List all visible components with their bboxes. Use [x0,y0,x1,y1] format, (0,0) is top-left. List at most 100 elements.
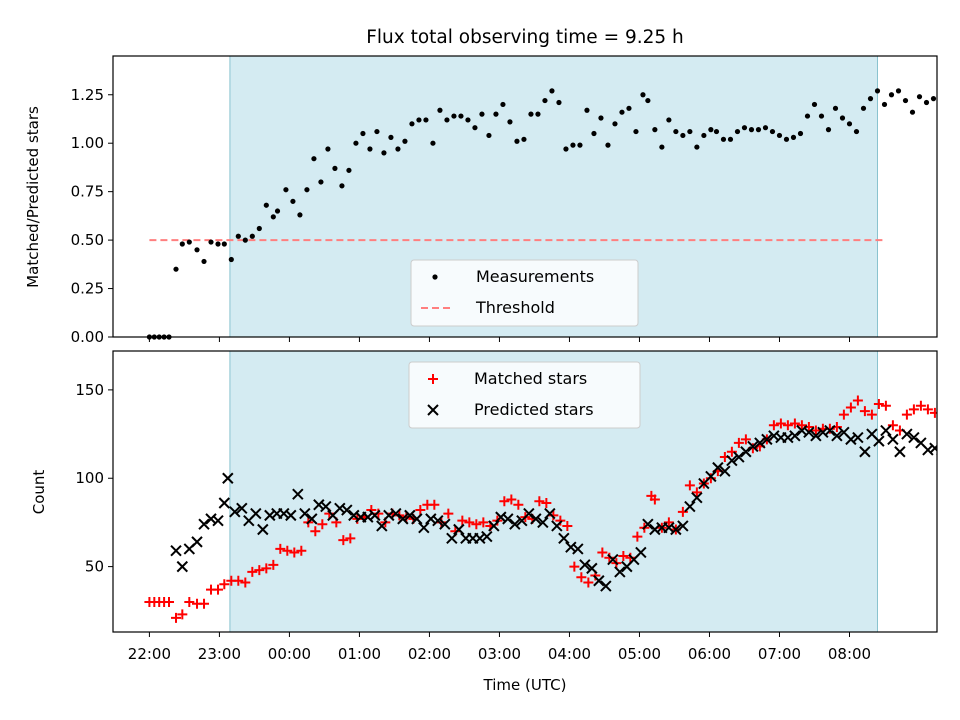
measurement-point [839,115,846,121]
legend-box [410,259,639,327]
predicted-point [768,430,780,442]
predicted-point [369,509,381,522]
predicted-point [341,504,353,516]
legend-label: Predicted stars [474,400,594,419]
matched-point [810,425,821,436]
matched-point [677,506,688,517]
measurement-point [701,132,707,139]
matched-point [345,533,356,544]
y-tick-label: 1.25 [71,86,104,104]
predicted-point [229,506,241,518]
axes-frame [112,55,938,338]
matched-point [951,376,960,386]
measurement-point [846,121,853,127]
matched-point [632,531,643,542]
chart-title: Flux total observing time = 9.25 h [366,27,684,48]
matched-point [775,418,786,429]
predicted-point [537,516,549,529]
measurement-point [228,256,234,263]
measurement-point [367,146,373,152]
measurement-point [881,101,888,108]
axes-frame [112,350,938,633]
matched-point [740,434,751,445]
legend-top: Measurements Threshold [410,259,639,327]
predicted-point [544,507,556,520]
matched-point [562,520,573,531]
y-tick-label: 0.00 [71,328,104,346]
measurement-point [584,107,590,113]
predicted-point [205,513,217,525]
predicted-point [334,502,346,514]
predicted-point [425,513,437,525]
matched-point [838,409,849,420]
measurement-point [741,125,748,131]
predicted-point [880,424,892,437]
predicted-point [677,520,689,532]
measurement-point [951,69,956,74]
measurement-point [902,97,909,104]
predicted-point [439,518,451,530]
matched-point [478,517,489,528]
measurement-point [514,138,520,144]
matched-point [604,552,615,563]
measurement-point [755,127,762,133]
measurement-point [249,233,255,239]
measurement-point [388,134,394,140]
y-tick-label: 0.25 [71,280,104,298]
x-tick-label: 02:00 [408,645,451,663]
predicted-point [292,488,304,500]
measurement-point [353,140,359,146]
x-tick-label: 22:00 [128,645,171,663]
y-tick-label: 1.00 [71,134,104,152]
measurement-point [811,101,818,108]
predicted-point [803,426,815,439]
measurement-point [640,92,646,98]
measurement-point [687,128,693,135]
measurement-point [472,125,478,131]
data-layer [146,69,956,340]
matched-point [944,383,954,393]
measurement-point [395,146,401,152]
predicted-point [390,507,402,520]
measurement-point [563,146,569,152]
predicted-point [754,437,766,449]
matched-point [705,473,716,484]
predicted-point [558,532,570,545]
matched-point [401,512,412,523]
legend-label: Measurements [476,267,594,286]
matched-point [908,404,919,415]
measurement-point [895,88,902,94]
matched-point [866,409,877,420]
predicted-point [684,500,696,513]
legend-bottom: Matched stars Predicted stars [408,361,641,429]
predicted-point [306,513,318,525]
y-tick-label: 150 [75,381,104,399]
predicted-point [691,491,703,504]
matched-point [684,480,695,491]
predicted-point [635,546,647,559]
measurement-point [727,136,734,142]
measurement-point [325,146,331,152]
measurement-point [666,117,672,123]
measurement-point [860,105,867,111]
x-tick-label: 05:00 [618,645,661,663]
matched-point [275,543,286,554]
predicted-point [579,559,591,571]
predicted-point [397,513,409,525]
predicted-point [740,446,752,458]
measurement-point [430,140,436,146]
matched-point [457,515,468,526]
matched-point [296,545,307,556]
legend-box [408,361,641,429]
matched-point [929,407,937,418]
predicted-point [411,513,423,525]
predicted-point [418,522,430,534]
predicted-point [796,424,808,437]
measurement-point [179,241,185,247]
matched-point [289,547,300,558]
legend-label: Threshold [475,298,555,317]
matched-point [880,400,891,411]
predicted-point [176,560,189,573]
measurement-point [521,136,527,142]
